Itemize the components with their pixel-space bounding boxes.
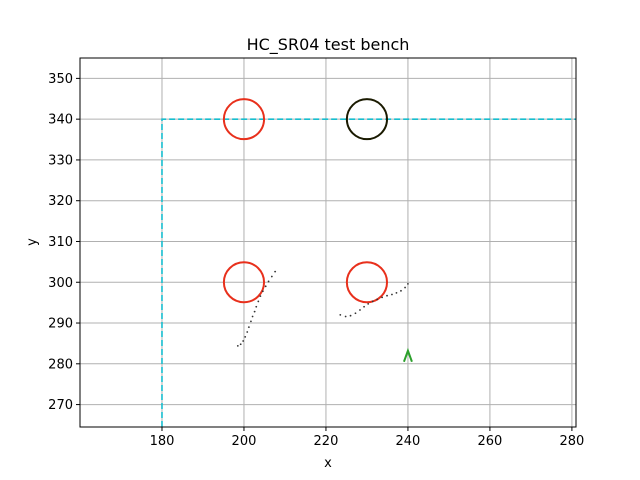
x-tick-label: 260 bbox=[478, 434, 503, 449]
sensor-point bbox=[404, 286, 406, 289]
sensor-point bbox=[261, 290, 264, 293]
sensor-point bbox=[255, 305, 258, 308]
sensor-point bbox=[349, 314, 352, 317]
sensor-point bbox=[270, 275, 273, 278]
x-tick-label: 220 bbox=[314, 434, 339, 449]
sensor-point bbox=[267, 280, 270, 283]
sensor-point bbox=[395, 291, 398, 294]
y-tick-label: 290 bbox=[48, 317, 73, 332]
y-tick-label: 330 bbox=[48, 153, 73, 168]
y-tick-label: 310 bbox=[48, 235, 73, 250]
sensor-point bbox=[253, 310, 256, 313]
sensor-point bbox=[367, 302, 370, 305]
sensor-point bbox=[391, 293, 393, 296]
sensor-point bbox=[381, 296, 384, 299]
plot-frame bbox=[79, 57, 577, 428]
sensor-point bbox=[236, 344, 239, 347]
sensor-point bbox=[250, 320, 252, 323]
boundary-line bbox=[161, 118, 576, 427]
y-axis-title: y bbox=[25, 238, 40, 246]
sensor-point bbox=[251, 315, 254, 318]
sensor-point bbox=[407, 282, 409, 285]
y-tick-label: 270 bbox=[48, 398, 73, 413]
sensor-point bbox=[363, 305, 365, 308]
sensor-point bbox=[257, 300, 260, 303]
x-tick-label: 280 bbox=[559, 434, 584, 449]
sensor-point bbox=[264, 285, 267, 288]
sensor-point bbox=[239, 343, 242, 346]
sensor-point bbox=[344, 315, 347, 318]
y-tick-label: 280 bbox=[48, 357, 73, 372]
y-tick-label: 300 bbox=[48, 276, 73, 291]
sensor-point bbox=[244, 335, 247, 338]
sensor-point bbox=[400, 289, 402, 292]
x-axis-title: x bbox=[324, 456, 332, 471]
y-tick-label: 350 bbox=[48, 72, 73, 87]
sensor-point bbox=[242, 340, 245, 342]
obstacle-circle bbox=[345, 98, 389, 141]
sensor-point bbox=[247, 326, 250, 329]
sensor-point bbox=[246, 331, 249, 333]
x-tick-label: 180 bbox=[150, 434, 175, 449]
plot-data bbox=[161, 98, 576, 427]
y-tick-label: 320 bbox=[48, 194, 73, 209]
x-tick-label: 240 bbox=[396, 434, 421, 449]
y-tick-label: 340 bbox=[48, 113, 73, 128]
sensor-point bbox=[354, 312, 357, 315]
chart-title: HC_SR04 test bench bbox=[247, 35, 410, 55]
sensor-point bbox=[339, 313, 342, 316]
sensor-point bbox=[376, 298, 379, 301]
axis-ticks: 180 200 220 240 260 280 270 280 290 300 310 320 330 3… bbox=[48, 72, 584, 449]
obstacle-circle bbox=[222, 98, 266, 141]
sensor-point bbox=[274, 270, 277, 273]
robot-marker bbox=[402, 347, 413, 363]
sensor-point bbox=[259, 295, 262, 298]
obstacle-circle bbox=[345, 261, 389, 304]
obstacle-circle bbox=[222, 261, 266, 304]
sensor-point bbox=[371, 300, 374, 303]
sensor-point bbox=[359, 309, 361, 311]
x-tick-label: 200 bbox=[232, 434, 257, 449]
sensor-point bbox=[386, 294, 388, 297]
